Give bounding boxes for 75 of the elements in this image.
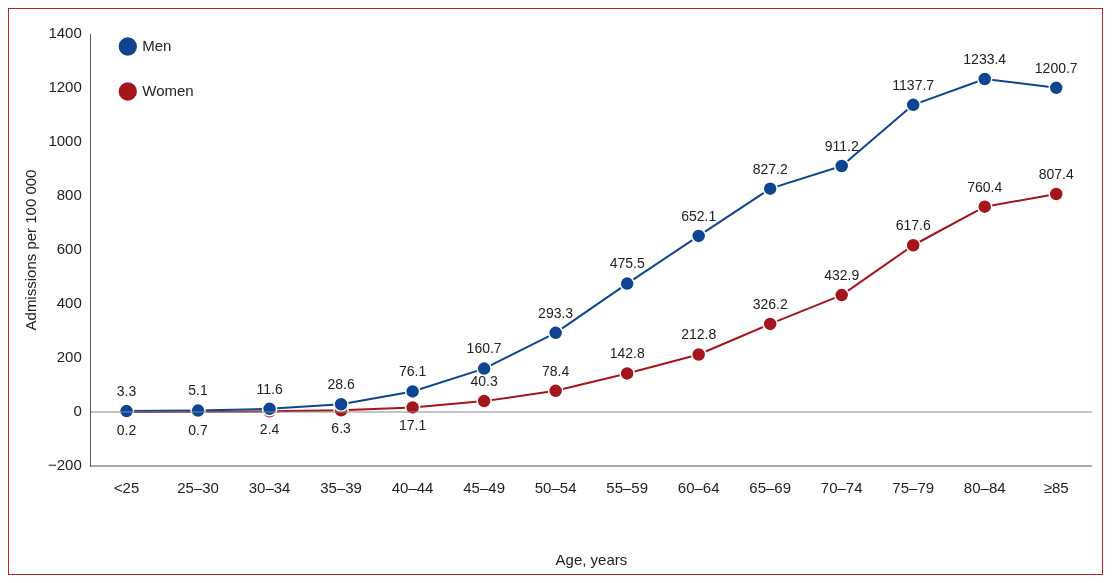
legend-label: Men [142, 36, 172, 54]
data-label: 293.3 [538, 304, 574, 321]
data-label: 6.3 [331, 420, 352, 437]
data-label: 911.2 [824, 137, 859, 154]
point [833, 158, 850, 174]
data-label: 17.1 [398, 417, 427, 434]
data-label: 76.1 [398, 363, 427, 380]
point [762, 180, 778, 197]
y-tick-label: 1000 [48, 132, 82, 150]
data-label: 5.1 [188, 382, 208, 399]
point [333, 396, 349, 413]
point [619, 365, 635, 382]
data-label: 0.2 [116, 421, 137, 438]
y-tick-label: 800 [56, 186, 82, 204]
point [905, 237, 921, 253]
y-tick-label: 1400 [48, 24, 82, 42]
data-label: 3.3 [116, 382, 137, 399]
data-label: 2.4 [259, 421, 280, 438]
point [476, 393, 492, 409]
data-label: 11.6 [256, 380, 283, 397]
data-label: 212.8 [681, 326, 717, 343]
data-label: 760.4 [967, 178, 1003, 195]
x-axis-title: Age, years [555, 551, 628, 569]
data-label: 1233.4 [963, 50, 1007, 67]
data-label: 142.8 [609, 345, 645, 362]
y-tick-label: 400 [56, 294, 82, 312]
x-tick-label: 30–34 [248, 479, 291, 497]
data-label: 326.2 [752, 295, 788, 312]
data-label: 475.5 [609, 255, 645, 272]
x-tick-label: 25–30 [177, 479, 219, 497]
point [1048, 80, 1064, 96]
legend-label: Women [142, 81, 194, 99]
x-tick-label: 50–54 [534, 479, 577, 497]
point [547, 383, 564, 399]
data-label: 432.9 [824, 266, 860, 283]
x-tick-label: 55–59 [606, 479, 649, 497]
y-tick-label: 0 [73, 402, 82, 420]
data-label: 1200.7 [1034, 59, 1078, 76]
point [833, 287, 850, 303]
x-tick-label: 75–79 [892, 479, 935, 497]
data-label: 617.6 [895, 217, 931, 234]
point [404, 383, 421, 400]
point [976, 71, 993, 87]
x-tick-label: <25 [113, 479, 140, 497]
data-label: 40.3 [470, 372, 498, 389]
point [1048, 186, 1064, 202]
point [690, 346, 707, 363]
point [547, 325, 564, 341]
x-tick-label: 80–84 [963, 479, 1006, 497]
data-label: 78.4 [542, 362, 570, 379]
point [905, 97, 921, 113]
data-label: 0.7 [188, 421, 208, 438]
x-tick-label: ≥85 [1043, 479, 1069, 497]
y-tick-label: 1200 [48, 78, 82, 96]
x-tick-label: 40–44 [391, 479, 434, 497]
point [976, 198, 993, 215]
point [762, 316, 778, 332]
data-label: 652.1 [681, 207, 717, 224]
point [690, 228, 707, 244]
y-axis-title: Admissions per 100 000 [22, 169, 40, 331]
point [476, 360, 492, 377]
y-tick-label: −200 [47, 456, 82, 474]
y-tick-label: 600 [56, 240, 82, 258]
x-tick-label: 65–69 [749, 479, 792, 497]
y-tick-label: 200 [56, 348, 82, 366]
x-tick-label: 60–64 [677, 479, 720, 497]
x-tick-label: 45–49 [463, 479, 505, 497]
data-label: 160.7 [466, 340, 502, 357]
data-label: 827.2 [752, 160, 788, 177]
x-tick-label: 35–39 [320, 479, 362, 497]
data-label: 28.6 [327, 376, 355, 393]
data-label: 807.4 [1038, 165, 1074, 182]
point [619, 275, 635, 292]
data-label: 1137.7 [892, 76, 935, 93]
x-tick-label: 70–74 [820, 479, 863, 497]
